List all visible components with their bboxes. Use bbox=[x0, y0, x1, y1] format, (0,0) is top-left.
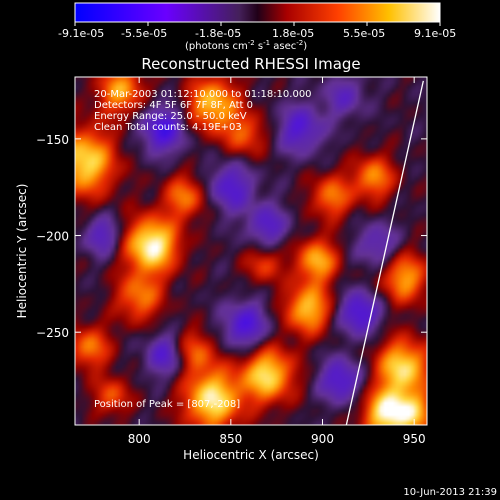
x-tick-label: 900 bbox=[311, 432, 334, 446]
chart-title: Reconstructed RHESSI Image bbox=[141, 55, 360, 73]
y-tick-label: −150 bbox=[36, 133, 69, 147]
time-range: 20-Mar-2003 01:12:10.000 to 01:18:10.000 bbox=[94, 89, 312, 100]
colorbar-tick-label: -5.5e-05 bbox=[121, 27, 167, 40]
detectors: Detectors: 4F 5F 6F 7F 8F, Att 0 bbox=[94, 100, 253, 111]
x-axis: 800 850 900 950 bbox=[128, 77, 426, 446]
x-tick-label: 850 bbox=[219, 432, 242, 446]
plot-frame bbox=[74, 76, 428, 426]
x-tick-label: 800 bbox=[128, 432, 151, 446]
x-tick-label: 950 bbox=[403, 432, 426, 446]
colorbar bbox=[74, 2, 441, 23]
heatmap-image bbox=[75, 77, 427, 425]
timestamp: 10-Jun-2013 21:39 bbox=[403, 487, 497, 498]
y-tick-label: −250 bbox=[36, 326, 69, 340]
colorbar-unit: (photons cm-2 s-1 asec-2) bbox=[185, 39, 307, 52]
y-axis: −150 −200 −250 bbox=[36, 133, 427, 340]
colorbar-tick-label: -9.1e-05 bbox=[58, 27, 104, 40]
colorbar-tick-label: 9.1e-05 bbox=[414, 27, 456, 40]
x-axis-label: Heliocentric X (arcsec) bbox=[183, 448, 319, 462]
y-tick-label: −200 bbox=[36, 230, 69, 244]
observation-info: 20-Mar-2003 01:12:10.000 to 01:18:10.000… bbox=[94, 89, 312, 133]
colorbar-tick-label: -1.8e-05 bbox=[195, 27, 241, 40]
colorbar-tick-label: 5.5e-05 bbox=[343, 27, 385, 40]
y-axis-label: Heliocentric Y (arcsec) bbox=[15, 184, 29, 319]
solar-limb-line bbox=[345, 80, 424, 425]
peak-position: Position of Peak = [807,-208] bbox=[94, 399, 240, 410]
energy-range: Energy Range: 25.0 - 50.0 keV bbox=[94, 111, 247, 122]
colorbar-tick-label: 1.8e-05 bbox=[272, 27, 314, 40]
clean-total-counts: Clean Total counts: 4.19E+03 bbox=[94, 122, 242, 133]
colorbar-ticks bbox=[74, 22, 441, 26]
